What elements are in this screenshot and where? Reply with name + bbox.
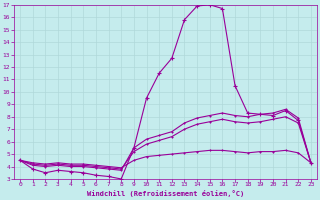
X-axis label: Windchill (Refroidissement éolien,°C): Windchill (Refroidissement éolien,°C) <box>87 190 244 197</box>
